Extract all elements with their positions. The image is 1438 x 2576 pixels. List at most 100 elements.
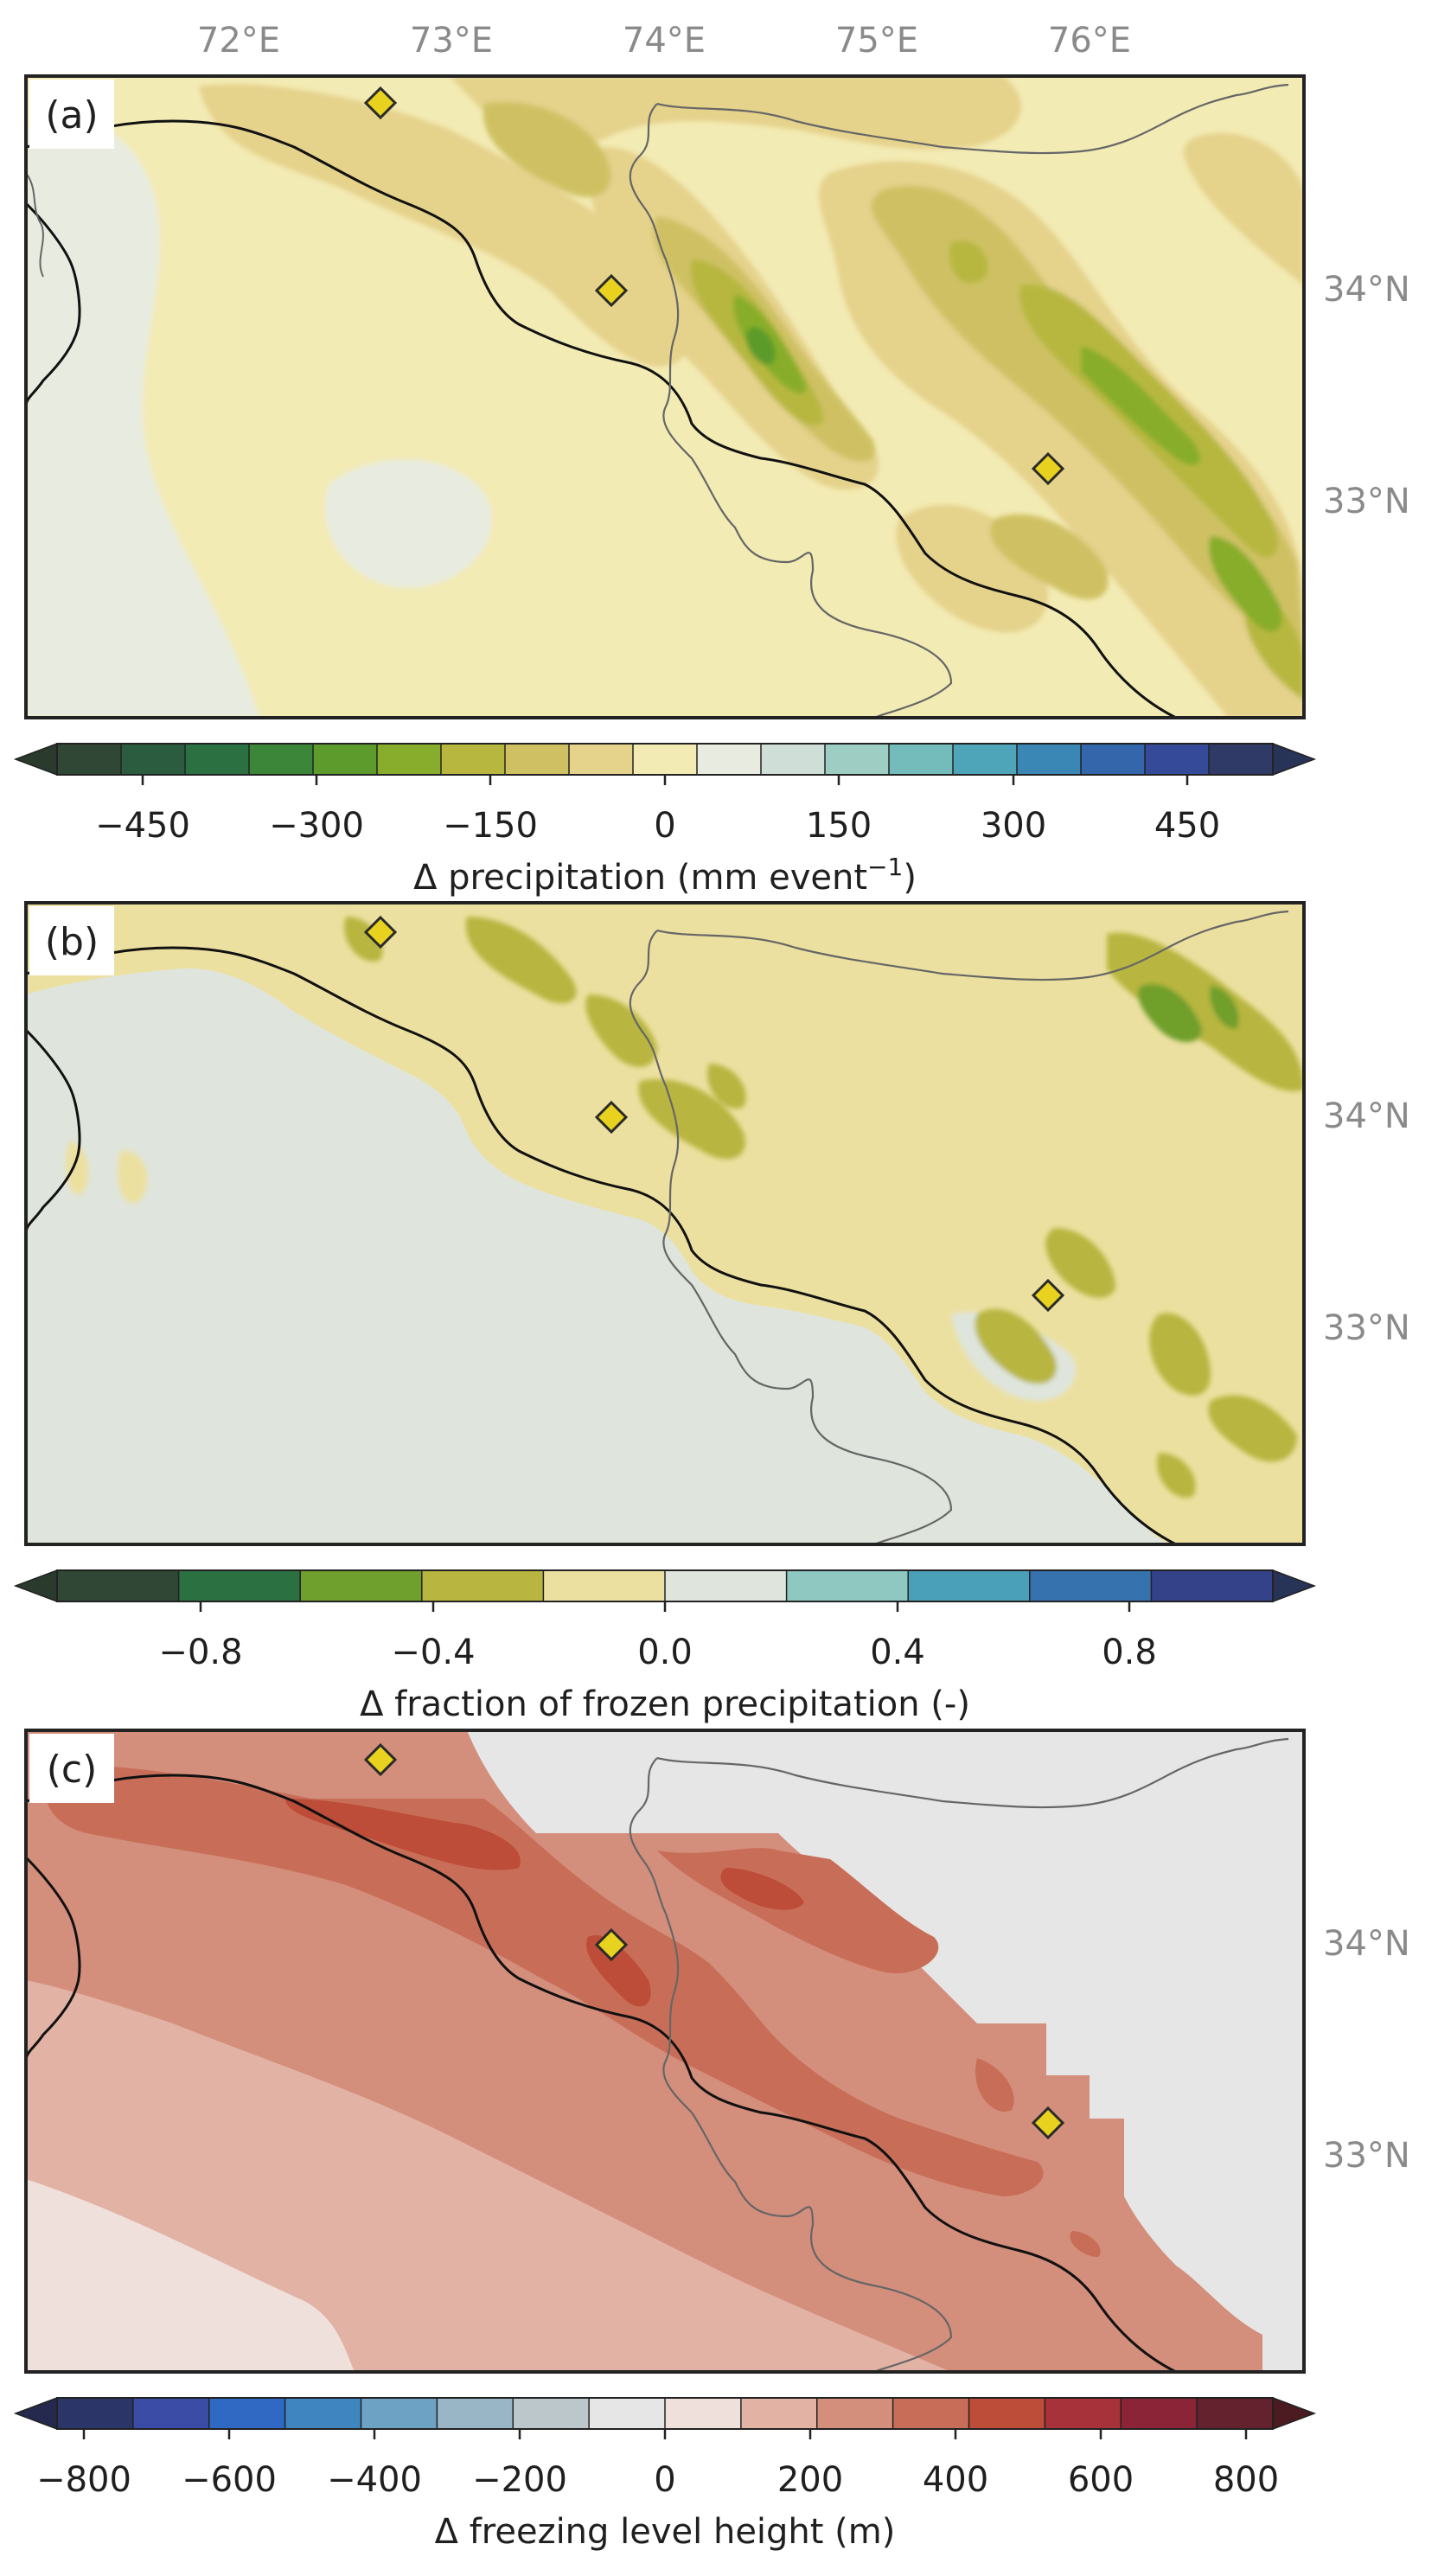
panel-c-map-field: [26, 1730, 1304, 2372]
lat-label-34-b: 34°N: [1323, 1096, 1410, 1136]
colorbar-segment: [513, 2398, 590, 2429]
colorbar-segment: [892, 2398, 969, 2429]
colorbar-c: −800 −600 −400 −200 0 200 400 600 800 Δ …: [13, 2396, 1317, 2552]
panel-c-frame: [24, 1729, 1306, 2374]
colorbar-segment: [185, 744, 250, 775]
colorbar-segment: [1045, 2398, 1122, 2429]
colorbar-segment: [1209, 744, 1274, 775]
colorbar-segment: [968, 2398, 1045, 2429]
station-marker: [594, 273, 629, 308]
colorbar-segment: [361, 2398, 438, 2429]
colorbar-segment: [57, 744, 122, 775]
colorbar-b-ticks: −0.8 −0.4 0.0 0.4 0.8: [158, 1633, 1156, 1672]
colorbar-segment: [953, 744, 1018, 775]
colorbar-segment: [421, 1570, 544, 1601]
lon-label-73: 73°E: [410, 21, 493, 61]
longitude-axis-labels: 72°E 73°E 74°E 75°E 76°E: [197, 21, 1131, 61]
colorbar-segment: [825, 744, 890, 775]
colorbar-segment: [57, 1570, 180, 1601]
colorbar-segment: [505, 744, 570, 775]
station-marker: [1031, 2106, 1065, 2140]
colorbar-b-tick: −0.4: [391, 1633, 475, 1672]
colorbar-segment: [908, 1570, 1031, 1601]
colorbar-b-tick: 0.8: [1102, 1633, 1157, 1672]
colorbar-extend-low: [13, 1569, 58, 1603]
panel-c-label: (c): [47, 1748, 98, 1792]
colorbar-segment: [377, 744, 442, 775]
colorbar-segment: [633, 744, 698, 775]
region-border-line: [629, 103, 953, 718]
colorbar-segment: [1017, 744, 1082, 775]
colorbar-segment: [761, 744, 826, 775]
lon-label-74: 74°E: [623, 21, 706, 61]
lon-label-72: 72°E: [197, 21, 280, 61]
panel-a-frame: [24, 74, 1306, 719]
colorbar-c-tick: −200: [472, 2460, 567, 2500]
colorbar-a-tick: 0: [654, 806, 675, 846]
panel-b-frame: [24, 901, 1306, 1546]
colorbar-segment: [313, 744, 378, 775]
colorbar-a-ticks: −450 −300 −150 0 150 300 450: [95, 806, 1220, 846]
lat-label-34-a: 34°N: [1323, 270, 1410, 310]
colorbar-segment: [441, 744, 506, 775]
colorbar-segment: [57, 2398, 134, 2429]
lat-label-33-b: 33°N: [1323, 1308, 1410, 1348]
colorbar-segment: [569, 744, 634, 775]
colorbar-segment: [740, 2398, 818, 2429]
colorbar-extend-low: [13, 2396, 58, 2431]
colorbar-a-tick: −300: [269, 806, 364, 846]
station-marker: [363, 1742, 398, 1777]
colorbar-segment: [816, 2398, 894, 2429]
colorbar-segment: [121, 744, 186, 775]
colorbar-segment: [1029, 1570, 1152, 1601]
colorbar-a-tick: −150: [443, 806, 538, 846]
station-markers: [363, 86, 1065, 486]
colorbar-segment: [589, 2398, 666, 2429]
panel-a-label: (a): [45, 93, 98, 137]
colorbar-extend-high: [1272, 742, 1317, 777]
lat-label-34-c: 34°N: [1323, 1924, 1410, 1964]
panel-c-label-box: [29, 1734, 114, 1803]
colorbar-segment: [889, 744, 954, 775]
colorbar-segment: [249, 744, 314, 775]
colorbar-c-tick: 0: [654, 2460, 675, 2500]
colorbar-c-tick: −600: [182, 2460, 277, 2500]
colorbar-c-label: Δ freezing level height (m): [435, 2512, 896, 2552]
colorbar-b-label: Δ fraction of frozen precipitation (-): [360, 1684, 970, 1724]
panel-b-map-field: [26, 903, 1304, 1544]
colorbar-segment: [1081, 744, 1146, 775]
panel-b-label-box: [29, 906, 114, 975]
station-marker: [363, 86, 398, 120]
colorbar-a: −450 −300 −150 0 150 300 450 Δ precipita…: [13, 742, 1317, 898]
panel-a-label-box: [29, 80, 114, 149]
panel-c: (c) 34°N 33°N: [24, 1729, 1410, 2374]
station-marker: [1031, 1278, 1065, 1313]
colorbar-extend-low: [13, 742, 58, 777]
colorbar-a-tick: 150: [806, 806, 872, 846]
colorbar-segment: [284, 2398, 361, 2429]
panel-a-map-field: [26, 76, 1304, 718]
colorbar-a-tick: 450: [1154, 806, 1220, 846]
colorbar-segment: [665, 1570, 788, 1601]
station-marker: [594, 1927, 629, 1962]
lon-label-75: 75°E: [835, 21, 918, 61]
colorbar-c-ticks: −800 −600 −400 −200 0 200 400 600 800: [36, 2460, 1279, 2500]
colorbar-c-tick: 200: [777, 2460, 843, 2500]
colorbar-b-tick: −0.8: [158, 1633, 242, 1672]
colorbar-c-tick: 400: [923, 2460, 988, 2500]
colorbar-b-tick: 0.4: [870, 1633, 925, 1672]
colorbar-a-tick: −450: [95, 806, 190, 846]
colorbar-a-tick: 300: [981, 806, 1046, 846]
colorbar-segment: [1151, 1570, 1274, 1601]
colorbar-segment: [543, 1570, 666, 1601]
colorbar-segment: [786, 1570, 909, 1601]
station-markers: [363, 915, 1065, 1313]
colorbar-segment: [132, 2398, 210, 2429]
colorbar-segment: [178, 1570, 301, 1601]
station-marker: [1031, 451, 1065, 486]
colorbar-segment: [300, 1570, 423, 1601]
lat-label-33-a: 33°N: [1323, 482, 1410, 521]
panel-b-label: (b): [45, 920, 99, 964]
colorbar-a-label: Δ precipitation (mm event−1): [413, 853, 917, 898]
